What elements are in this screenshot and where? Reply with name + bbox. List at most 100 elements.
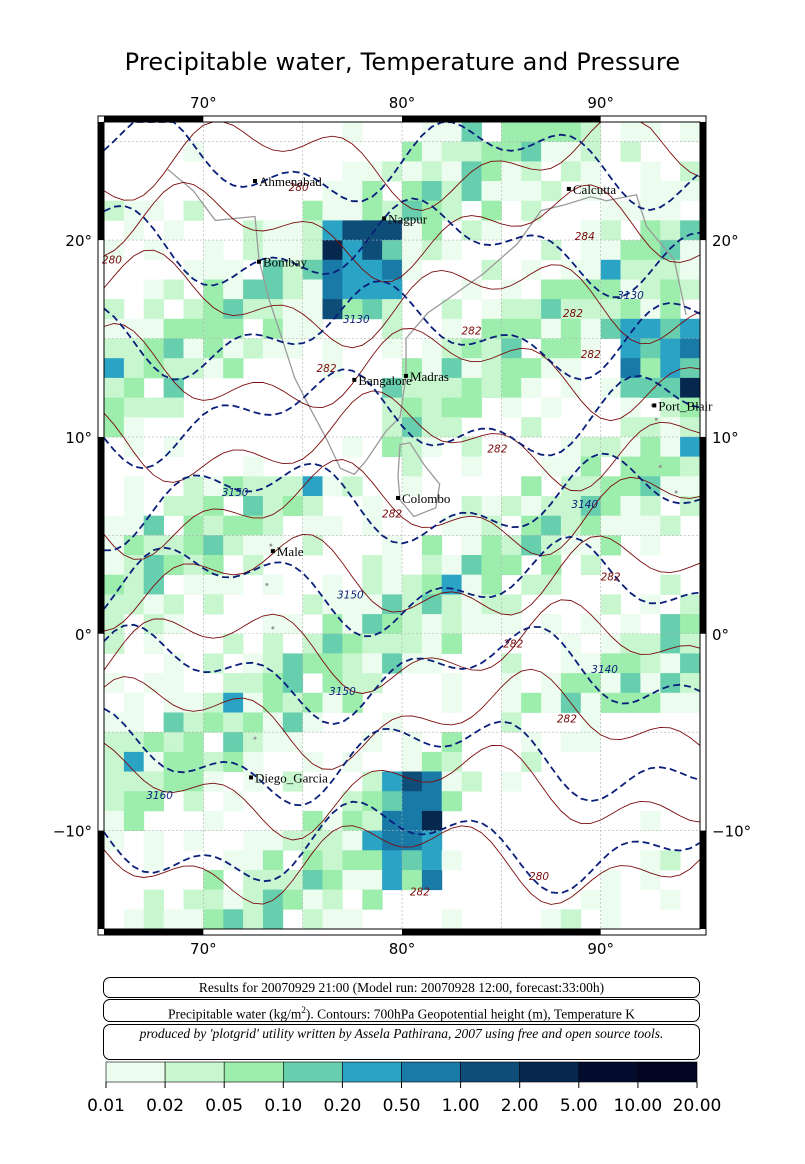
pw-cell bbox=[223, 299, 244, 320]
pw-cell bbox=[123, 692, 145, 713]
pw-cell bbox=[262, 515, 284, 536]
pw-cell bbox=[660, 358, 681, 379]
pw-cell bbox=[541, 358, 562, 379]
pw-cell bbox=[620, 259, 641, 280]
pw-cell bbox=[560, 122, 582, 143]
pw-cell bbox=[123, 377, 145, 398]
pw-cell bbox=[680, 417, 701, 438]
pw-cell bbox=[302, 240, 323, 261]
pw-cell bbox=[183, 515, 204, 536]
pw-cell bbox=[203, 889, 224, 910]
pw-cell bbox=[660, 279, 681, 300]
pw-cell bbox=[541, 692, 562, 713]
lat-tick-label: 10° bbox=[712, 429, 739, 447]
pw-cell bbox=[421, 240, 443, 261]
contour-label: 3150 bbox=[337, 589, 364, 601]
pw-cell bbox=[143, 397, 164, 418]
geopotential-contours bbox=[103, 121, 701, 895]
pw-cell bbox=[680, 692, 701, 713]
pw-cell bbox=[501, 358, 522, 379]
pw-cell bbox=[501, 122, 522, 143]
credit-text: produced by 'plotgrid' utility written b… bbox=[139, 1026, 664, 1041]
geopotential-contour bbox=[103, 800, 701, 895]
lon-tick-label: 90° bbox=[587, 940, 614, 958]
pw-cell bbox=[282, 653, 304, 674]
pw-cell bbox=[382, 220, 403, 241]
pw-cell bbox=[163, 751, 184, 772]
pw-cell bbox=[421, 417, 443, 438]
pw-cell bbox=[600, 259, 621, 280]
pw-cell bbox=[362, 496, 383, 517]
city-marker bbox=[652, 403, 657, 408]
pw-cell bbox=[560, 535, 582, 556]
pw-cell bbox=[362, 850, 383, 871]
pw-cell bbox=[243, 830, 264, 851]
pw-cell bbox=[541, 909, 562, 930]
pw-cell bbox=[262, 633, 284, 654]
pw-cell bbox=[262, 614, 284, 635]
pw-cell bbox=[203, 318, 224, 339]
pw-cell bbox=[660, 692, 681, 713]
pw-cell bbox=[123, 397, 145, 418]
pw-cell bbox=[560, 161, 582, 182]
pw-cell bbox=[600, 535, 621, 556]
pw-cell bbox=[123, 318, 145, 339]
pw-cell bbox=[660, 456, 681, 477]
pw-cell bbox=[580, 653, 602, 674]
frame-bar bbox=[98, 122, 104, 241]
pw-cell bbox=[163, 279, 184, 300]
pw-cell bbox=[521, 496, 542, 517]
pw-cell bbox=[104, 810, 125, 831]
map-frame bbox=[97, 115, 707, 936]
pw-cell bbox=[461, 181, 482, 202]
pw-cell bbox=[342, 220, 363, 241]
pw-cell bbox=[600, 299, 621, 320]
pw-cell bbox=[620, 673, 641, 694]
pw-cell bbox=[560, 436, 582, 457]
pw-cell bbox=[441, 673, 462, 694]
pw-cell bbox=[541, 318, 562, 339]
pw-cell bbox=[243, 240, 264, 261]
colorbar-swatch bbox=[578, 1061, 639, 1083]
pw-cell bbox=[362, 791, 383, 812]
contour-label: 3160 bbox=[146, 790, 173, 802]
pw-cell bbox=[382, 436, 403, 457]
pw-cell bbox=[282, 240, 304, 261]
pw-cell bbox=[282, 692, 304, 713]
pw-cell bbox=[660, 476, 681, 497]
pw-cell bbox=[282, 299, 304, 320]
pw-cell bbox=[660, 515, 681, 536]
pw-cell bbox=[183, 751, 204, 772]
pw-cell bbox=[560, 338, 582, 359]
pw-cell bbox=[342, 279, 363, 300]
city-marker bbox=[352, 377, 357, 382]
pw-cell bbox=[203, 496, 224, 517]
pw-cell bbox=[123, 909, 145, 930]
pw-cell bbox=[521, 181, 542, 202]
frame-bar bbox=[700, 830, 706, 929]
pw-cell bbox=[183, 535, 204, 556]
pw-cell bbox=[262, 673, 284, 694]
pw-cell bbox=[660, 574, 681, 595]
pw-cell bbox=[183, 358, 204, 379]
contour-label: 3150 bbox=[222, 487, 249, 499]
pw-cell bbox=[402, 417, 423, 438]
contour-label: 280 bbox=[529, 871, 549, 883]
pw-cell bbox=[362, 259, 383, 280]
city-label: Calcutta bbox=[573, 182, 617, 197]
city-label: Diego_Garcia bbox=[255, 770, 328, 785]
pw-cell bbox=[362, 200, 383, 221]
pw-cell bbox=[481, 515, 502, 536]
pw-cell bbox=[620, 318, 641, 339]
pw-cell bbox=[143, 850, 164, 871]
pw-cell bbox=[402, 259, 423, 280]
pw-cell bbox=[421, 377, 443, 398]
pw-cell bbox=[560, 653, 582, 674]
pw-cell bbox=[640, 692, 661, 713]
pw-cell bbox=[441, 200, 462, 221]
pw-cell bbox=[441, 358, 462, 379]
pw-cell bbox=[461, 377, 482, 398]
pw-cell bbox=[402, 358, 423, 379]
pw-cell bbox=[362, 771, 383, 792]
colorbar-tick-label: 0.10 bbox=[264, 1096, 303, 1116]
